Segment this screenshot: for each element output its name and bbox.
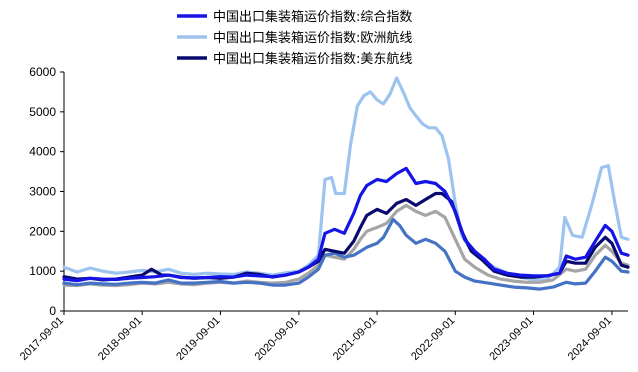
legend-label-0: 中国出口集装箱运价指数:综合指数 — [213, 9, 412, 25]
x-tick-label: 2024-09-01 — [566, 315, 614, 363]
x-axis: 2017-09-01 2018-09-01 2019-09-01 2020-09-01… — [18, 310, 628, 363]
plot-area — [62, 76, 630, 291]
x-tick-label: 2022-09-01 — [409, 315, 457, 363]
y-tick-label: 2000 — [29, 224, 56, 238]
series-line-2 — [62, 191, 630, 282]
y-tick-label: 4000 — [29, 145, 56, 159]
y-tick-label: 1000 — [29, 264, 56, 278]
legend-label-2: 中国出口集装箱运价指数:美东航线 — [213, 51, 412, 67]
series-line-3 — [62, 217, 630, 291]
y-tick-label: 0 — [49, 304, 56, 318]
x-tick-label: 2018-09-01 — [96, 315, 144, 363]
y-axis: 0 1000 2000 3000 4000 5000 6000 — [29, 65, 65, 318]
x-tick-label: 2021-09-01 — [331, 315, 379, 363]
series-line-0 — [62, 166, 630, 283]
x-tick-label: 2020-09-01 — [253, 315, 301, 363]
x-tick-label: 2023-09-01 — [487, 315, 535, 363]
series-line-4 — [62, 203, 630, 288]
y-tick-label: 3000 — [29, 185, 56, 199]
y-tick-label: 5000 — [29, 105, 56, 119]
x-tick-label: 2017-09-01 — [18, 315, 66, 363]
legend: 中国出口集装箱运价指数:综合指数中国出口集装箱运价指数:欧洲航线中国出口集装箱运… — [177, 9, 412, 67]
x-tick-label: 2019-09-01 — [174, 315, 222, 363]
legend-label-1: 中国出口集装箱运价指数:欧洲航线 — [213, 30, 412, 46]
y-tick-label: 6000 — [29, 65, 56, 79]
series-line-1 — [62, 76, 630, 282]
